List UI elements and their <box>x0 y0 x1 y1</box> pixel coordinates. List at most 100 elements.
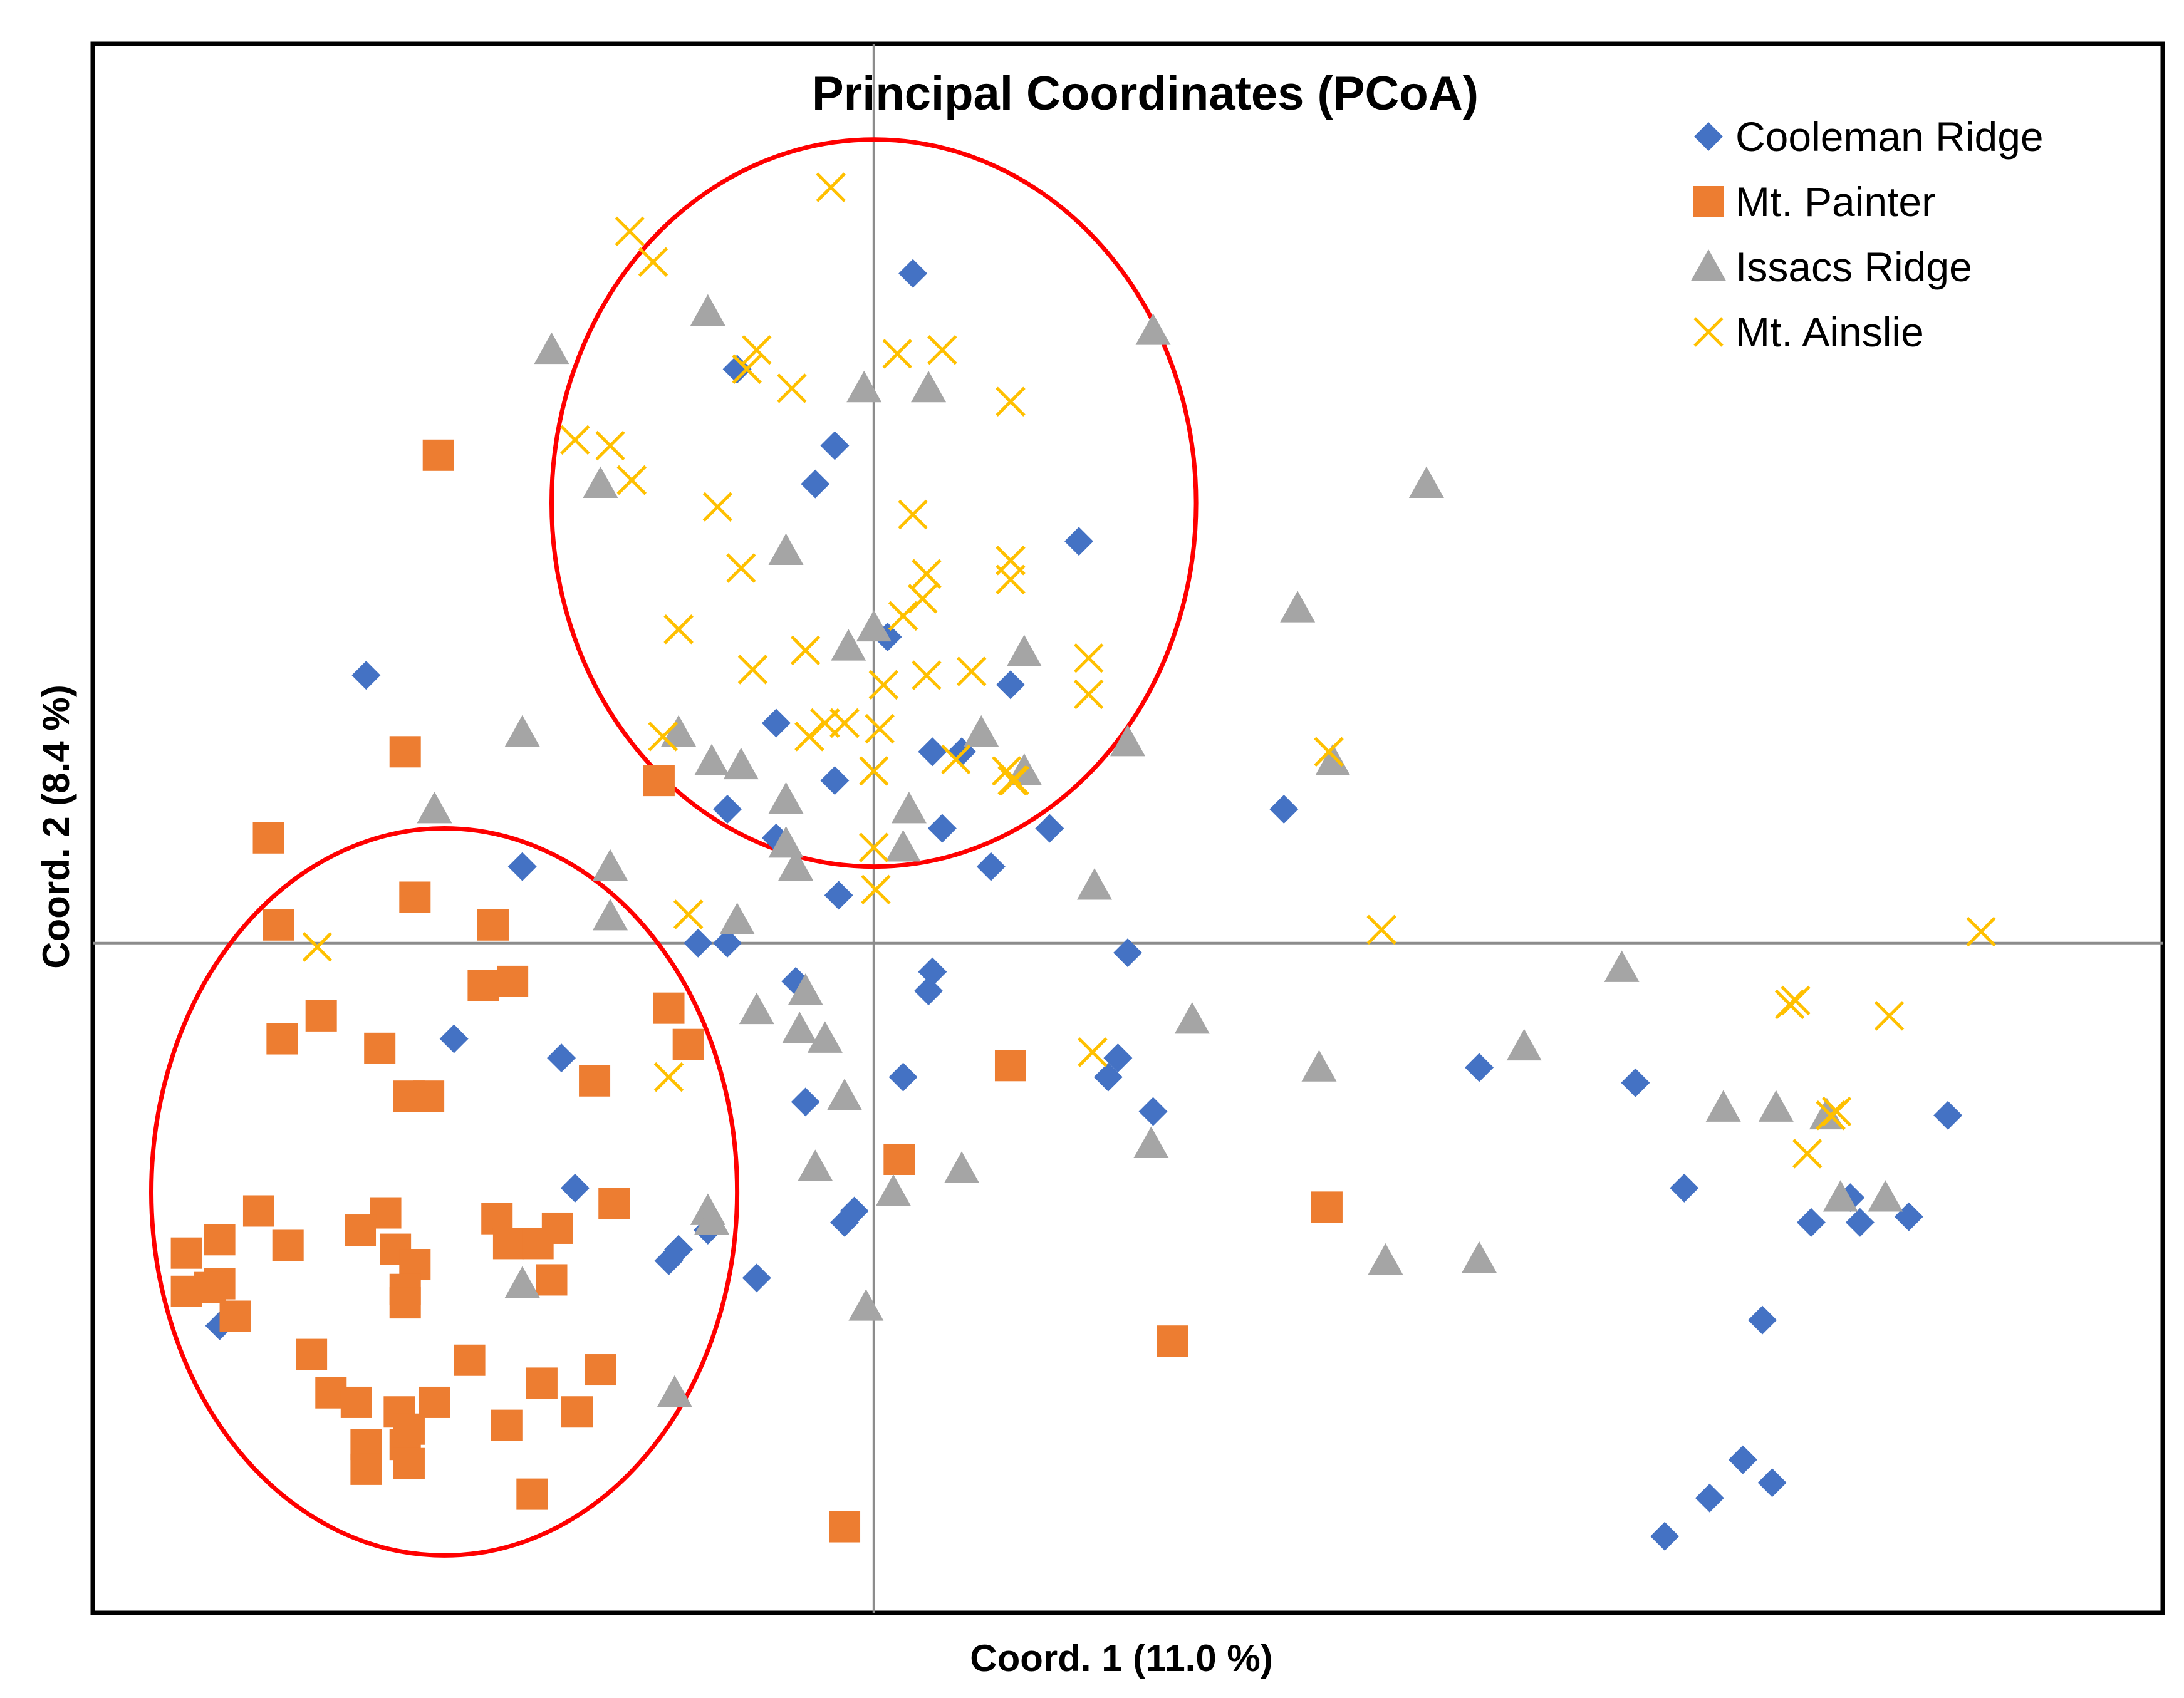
point-issacs-ridge-34 <box>1174 1002 1210 1034</box>
point-cooleman-ridge-10 <box>918 737 947 767</box>
point-mt-painter-45 <box>526 1367 558 1399</box>
point-issacs-ridge-4 <box>846 370 882 403</box>
point-mt-ainslie-28 <box>1073 679 1104 710</box>
legend-marker-mt-ainslie <box>1693 317 1724 347</box>
point-mt-painter-9 <box>467 970 499 1001</box>
point-mt-ainslie-18 <box>996 564 1026 595</box>
point-cooleman-ridge-49 <box>1748 1305 1777 1335</box>
point-mt-painter-19 <box>883 1143 915 1175</box>
point-mt-ainslie-17 <box>912 559 942 589</box>
legend-label-cooleman-ridge: Cooleman Ridge <box>1735 113 2044 160</box>
point-issacs-ridge-5 <box>911 370 947 403</box>
point-issacs-ridge-21 <box>768 782 804 814</box>
point-cooleman-ridge-15 <box>927 814 957 843</box>
point-mt-painter-12 <box>266 1023 298 1055</box>
point-mt-painter-50 <box>561 1396 593 1428</box>
point-issacs-ridge-7 <box>583 466 618 499</box>
point-issacs-ridge-55 <box>657 1375 692 1407</box>
point-issacs-ridge-54 <box>848 1289 884 1321</box>
point-cooleman-ridge-8 <box>996 670 1025 700</box>
point-mt-ainslie-42 <box>673 899 704 929</box>
point-mt-ainslie-1 <box>816 172 846 202</box>
cluster-ellipse-1 <box>149 826 740 1558</box>
point-mt-painter-30 <box>492 1228 524 1260</box>
point-cooleman-ridge-31 <box>1465 1053 1494 1082</box>
point-issacs-ridge-22 <box>891 791 927 824</box>
point-mt-ainslie-23 <box>737 655 768 685</box>
point-issacs-ridge-48 <box>1868 1180 1903 1212</box>
point-cooleman-ridge-9 <box>761 708 791 738</box>
point-mt-ainslie-25 <box>912 660 942 690</box>
point-mt-painter-6 <box>477 909 509 941</box>
point-issacs-ridge-33 <box>739 992 774 1025</box>
point-issacs-ridge-32 <box>788 973 823 1005</box>
legend: Cooleman Ridge Mt. Painter Issacs Ridge … <box>1691 113 2044 355</box>
point-cooleman-ridge-48 <box>742 1263 771 1293</box>
point-issacs-ridge-13 <box>964 715 999 747</box>
point-mt-painter-20 <box>598 1188 630 1219</box>
point-cooleman-ridge-30 <box>888 1062 918 1092</box>
point-mt-painter-42 <box>296 1338 328 1370</box>
point-mt-painter-1 <box>422 439 454 471</box>
point-mt-painter-11 <box>305 1000 337 1032</box>
point-cooleman-ridge-18 <box>507 852 537 881</box>
point-issacs-ridge-51 <box>1368 1243 1403 1275</box>
point-mt-painter-36 <box>170 1275 202 1307</box>
point-issacs-ridge-35 <box>782 1012 818 1043</box>
legend-markers <box>1691 122 1726 347</box>
point-mt-ainslie-13 <box>702 492 733 522</box>
point-issacs-ridge-39 <box>827 1079 863 1110</box>
point-mt-ainslie-26 <box>956 656 987 686</box>
point-mt-ainslie-8 <box>777 373 807 403</box>
point-mt-painter-44 <box>585 1354 616 1386</box>
point-mt-ainslie-31 <box>648 722 678 752</box>
data-points <box>170 172 1996 1551</box>
point-cooleman-ridge-33 <box>1621 1068 1650 1097</box>
point-mt-ainslie-20 <box>888 601 918 631</box>
point-cooleman-ridge-26 <box>914 976 944 1006</box>
point-mt-painter-48 <box>340 1386 372 1418</box>
series-mt-ainslie <box>302 172 1996 1169</box>
point-mt-painter-18 <box>413 1080 445 1112</box>
point-mt-ainslie-15 <box>726 553 756 583</box>
point-issacs-ridge-24 <box>768 826 804 858</box>
point-mt-ainslie-21 <box>663 614 694 645</box>
point-mt-painter-25 <box>345 1214 377 1246</box>
legend-marker-issacs-ridge <box>1691 249 1726 281</box>
point-cooleman-ridge-51 <box>1728 1445 1757 1474</box>
point-mt-ainslie-10 <box>560 425 590 455</box>
point-mt-painter-2 <box>389 736 421 768</box>
point-mt-ainslie-14 <box>898 499 928 530</box>
point-issacs-ridge-18 <box>723 747 759 780</box>
point-cooleman-ridge-28 <box>547 1043 576 1073</box>
point-cooleman-ridge-41 <box>1796 1208 1826 1237</box>
point-cooleman-ridge-1 <box>898 259 928 288</box>
point-mt-painter-56 <box>350 1453 382 1485</box>
point-cooleman-ridge-52 <box>1757 1468 1787 1498</box>
point-issacs-ridge-1 <box>690 294 725 326</box>
point-cooleman-ridge-14 <box>713 794 742 824</box>
point-issacs-ridge-46 <box>875 1174 911 1206</box>
point-cooleman-ridge-54 <box>1650 1521 1680 1551</box>
point-issacs-ridge-50 <box>694 1203 730 1235</box>
point-issacs-ridge-52 <box>1462 1241 1497 1273</box>
point-issacs-ridge-47 <box>1823 1180 1858 1212</box>
point-cooleman-ridge-21 <box>684 928 713 958</box>
point-mt-painter-7 <box>263 909 294 941</box>
point-issacs-ridge-44 <box>798 1149 833 1181</box>
point-mt-ainslie-22 <box>790 635 821 666</box>
point-mt-ainslie-41 <box>861 874 891 905</box>
point-issacs-ridge-20 <box>1315 743 1351 775</box>
point-mt-painter-14 <box>672 1028 704 1060</box>
point-mt-ainslie-39 <box>999 765 1029 795</box>
point-issacs-ridge-31 <box>1604 950 1640 982</box>
point-mt-ainslie-12 <box>616 465 647 495</box>
point-mt-painter-47 <box>419 1386 450 1418</box>
point-issacs-ridge-43 <box>1133 1126 1169 1158</box>
point-mt-ainslie-47 <box>1774 989 1805 1020</box>
point-cooleman-ridge-17 <box>1035 814 1064 843</box>
point-issacs-ridge-12 <box>1006 634 1042 666</box>
point-cooleman-ridge-34 <box>1933 1100 1963 1130</box>
point-mt-painter-27 <box>204 1224 236 1256</box>
point-mt-painter-40 <box>389 1287 421 1319</box>
